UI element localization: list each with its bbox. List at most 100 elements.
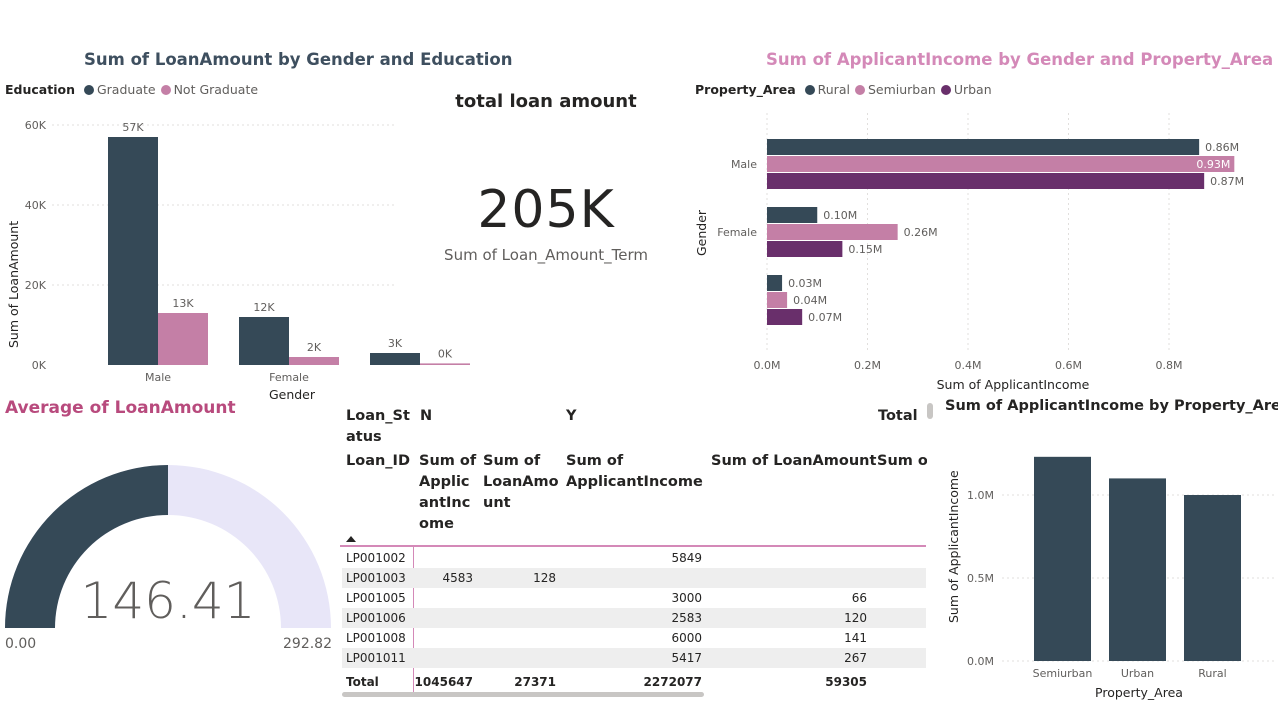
data-label: 0K [438,347,453,360]
data-label: 0.86M [1205,141,1239,154]
matrix-row-header-status: Loan_St atus [346,408,410,445]
matrix-total-label: Total [346,675,379,689]
matrix-cell-y-income: 5849 [671,551,702,565]
matrix-total-n-loan: 27371 [514,675,556,689]
kpi-title: total loan amount [455,91,637,112]
data-label: 0.10M [823,209,857,222]
area-chart-title: Sum of ApplicantIncome by Property_Area [945,398,1278,414]
table-row[interactable]: LP001011 5417 267 [342,648,926,668]
x-tick-label: Urban [1121,667,1154,680]
income-chart-plot[interactable]: 0.0M 0.2M 0.4M 0.6M 0.8M 0.86M 0.93M 0.87M Male… [690,108,1278,398]
loan-bar[interactable] [158,313,208,365]
loan-bar[interactable] [289,357,339,365]
matrix-group-y[interactable]: Y [566,408,577,424]
y-tick-label: 1.0M [967,489,994,502]
legend-dot-urban [940,84,951,95]
x-tick-label: 0.2M [854,359,881,372]
area-bar[interactable] [1184,495,1241,661]
area-chart-plot[interactable]: 1.0M 0.5M 0.0M Semiurban Urban Rural Sum of … [940,420,1278,705]
income-bar[interactable] [767,292,788,308]
income-chart-y-axis-title: Gender [694,209,709,256]
gauge-title: Average of LoanAmount [5,398,236,418]
y-tick-label: 40K [25,199,47,212]
matrix-cell-id: LP001003 [346,571,406,585]
matrix-group-n[interactable]: N [420,408,433,424]
y-tick-label: Female [717,226,757,239]
matrix-col-total-income[interactable]: Sum o [877,453,927,469]
income-bar[interactable] [767,309,803,325]
matrix-col-y-loan[interactable]: Sum of LoanAmount [711,453,877,469]
legend-label: Education [5,82,75,97]
matrix-cell-id: LP001002 [346,551,406,565]
matrix-col-n-income[interactable]: Sum of Applic antInc ome [419,453,477,532]
legend-item-not-graduate[interactable]: Not Graduate [173,82,259,97]
x-tick-label: 0.0M [754,359,781,372]
loan-chart-plot[interactable]: 60K 40K 20K 0K 57K 13K Male 12K 2K Female 3K 0K Su… [0,108,530,400]
matrix-cell-id: LP001008 [346,631,406,645]
legend-item-graduate[interactable]: Graduate [96,82,156,97]
x-tick-label: 0.6M [1055,359,1082,372]
table-row[interactable]: LP001005 3000 66 [342,588,926,608]
loan-bar[interactable] [108,137,158,365]
matrix-vertical-scrollbar[interactable] [927,403,933,419]
y-tick-label: 0K [32,359,47,372]
matrix-col-n-loan[interactable]: Sum of LoanAmo unt [483,453,559,511]
matrix-row-header-id[interactable]: Loan_ID [346,453,410,469]
x-tick-label: Rural [1198,667,1226,680]
loan-chart-x-axis-title: Gender [269,387,316,400]
data-label: 0.03M [788,277,822,290]
legend-dot-semiurban [854,84,865,95]
area-bar[interactable] [1109,478,1166,661]
table-row[interactable]: LP001008 6000 141 [342,628,926,648]
matrix-cell-n-income: 4583 [442,571,473,585]
table-row[interactable]: LP001003 4583 128 [342,568,926,588]
legend-item-rural[interactable]: Rural [817,82,850,97]
legend-item-semiurban[interactable]: Semiurban [867,82,936,97]
matrix-total-y-loan: 59305 [825,675,867,689]
income-bar[interactable] [767,224,898,240]
x-tick-label: 0.8M [1156,359,1183,372]
data-label: 2K [307,341,322,354]
matrix-horizontal-scrollbar[interactable] [342,692,704,697]
loan-bar[interactable] [420,363,470,365]
income-bar[interactable] [767,207,818,223]
income-bar[interactable] [767,241,843,257]
x-tick-label: Semiurban [1033,667,1093,680]
x-tick-label: Male [145,371,171,384]
table-row[interactable]: LP001006 2583 120 [342,608,926,628]
y-tick-label: 60K [25,119,47,132]
income-chart-title: Sum of ApplicantIncome by Gender and Pro… [766,50,1274,69]
matrix-col-y-income[interactable]: Sum of ApplicantIncome [566,453,703,490]
legend-item-urban[interactable]: Urban [953,82,992,97]
data-label: 0.07M [808,311,842,324]
matrix-cell-y-loan: 120 [844,611,867,625]
matrix-cell-y-income: 2583 [671,611,702,625]
loan-bar[interactable] [370,353,420,365]
data-label: 0.26M [904,226,938,239]
matrix-cell-y-income: 3000 [671,591,702,605]
data-label: 13K [172,297,194,310]
income-bar[interactable] [767,275,783,291]
table-row[interactable]: LP001002 5849 [342,548,926,568]
matrix-cell-y-loan: 66 [851,591,867,605]
area-bar[interactable] [1034,456,1091,661]
data-label: 0.87M [1210,175,1244,188]
income-bar[interactable] [767,173,1205,189]
area-chart-y-axis-title: Sum of ApplicantIncome [946,470,961,623]
income-bar[interactable] [767,139,1200,155]
sort-ascending-icon[interactable] [346,536,356,542]
matrix-cell-id: LP001006 [346,611,406,625]
matrix-cell-id: LP001005 [346,591,406,605]
matrix-total-row: Total 1045647 27371 2272077 59305 [342,672,926,692]
matrix-total-y-income: 2272077 [643,675,702,689]
loan-bar[interactable] [239,317,289,365]
matrix-group-total[interactable]: Total [878,408,918,424]
matrix-total-n-income: 1045647 [414,675,473,689]
data-label: 0.15M [848,243,882,256]
loan-chart-y-axis-title: Sum of LoanAmount [6,221,21,348]
gauge-chart[interactable]: 146.41 0.00 292.82 [0,455,340,655]
matrix-header-divider [340,545,926,547]
kpi-value: 205K [477,180,615,240]
income-chart-x-axis-title: Sum of ApplicantIncome [937,377,1090,392]
income-bar[interactable] [767,156,1235,172]
